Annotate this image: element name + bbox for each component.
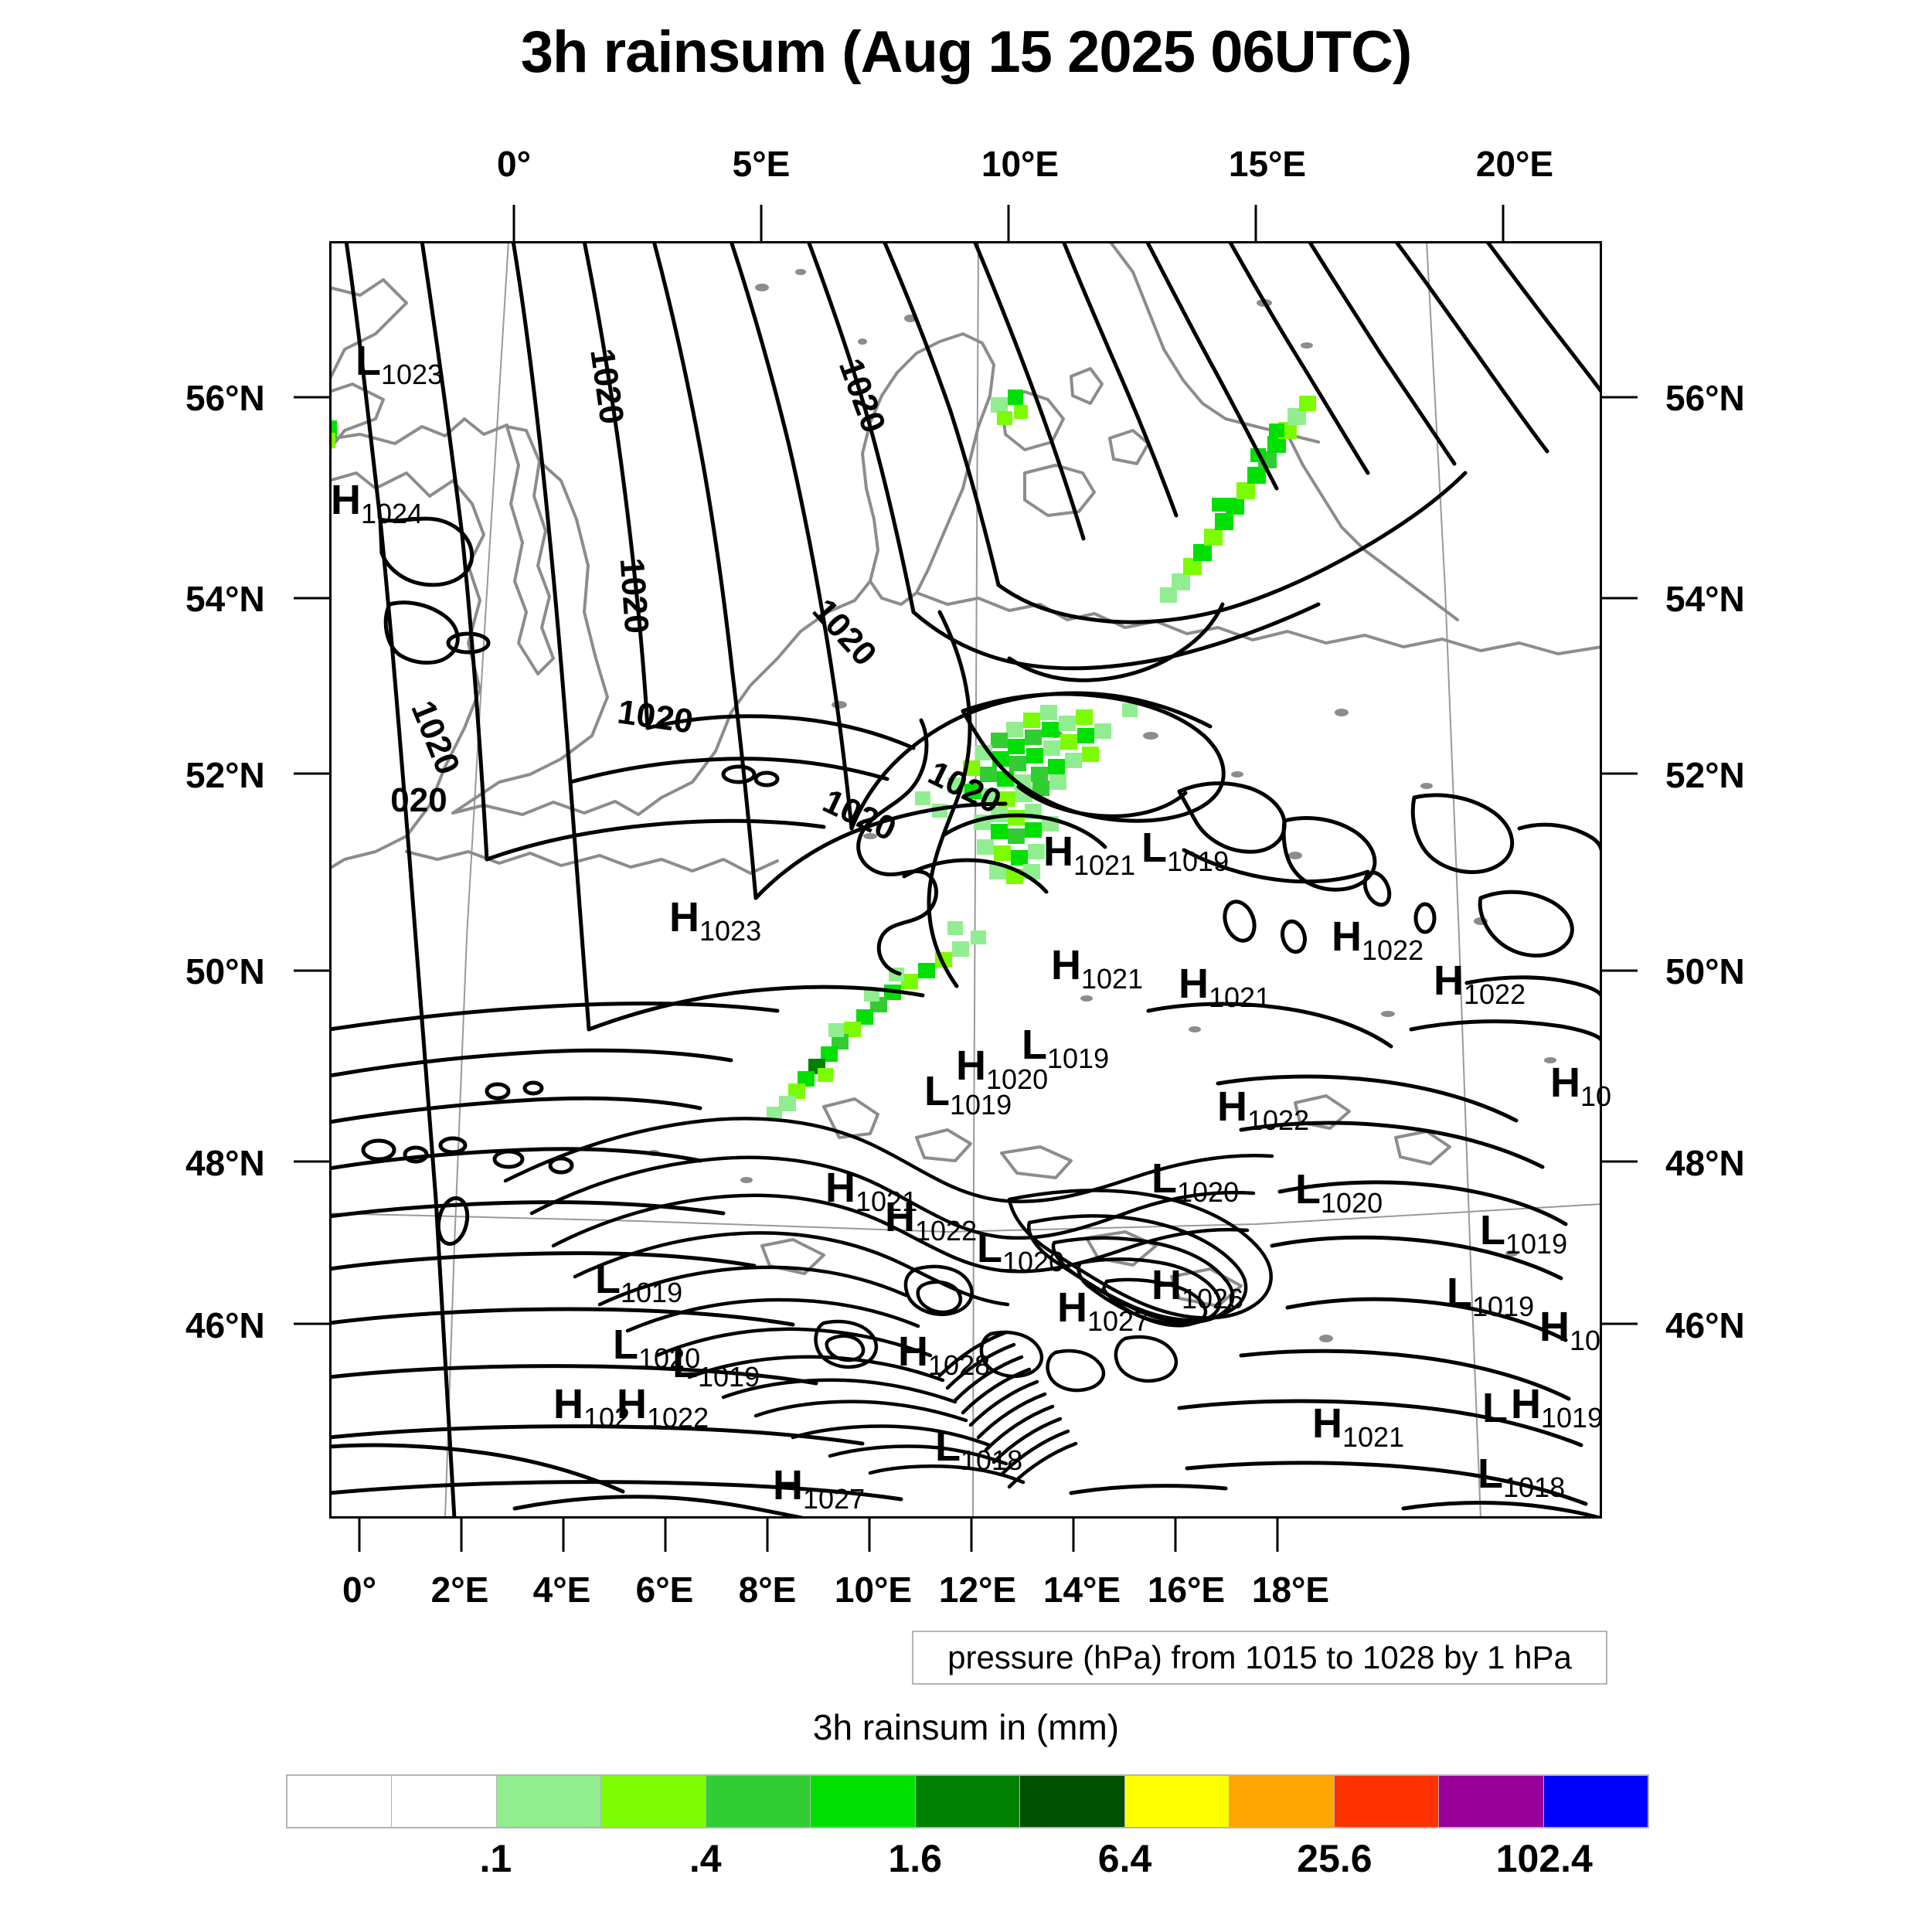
colorbar-cell[interactable] xyxy=(1230,1776,1335,1827)
left-axis-label: 56°N xyxy=(185,378,265,418)
left-axis-label: 52°N xyxy=(185,755,265,795)
colorbar[interactable] xyxy=(286,1774,1649,1828)
pressure-marker-H: H1028 xyxy=(898,1328,991,1381)
pressure-legend-text: pressure (hPa) from 1015 to 1028 by 1 hP… xyxy=(947,1639,1572,1675)
right-axis-label: 54°N xyxy=(1665,579,1745,619)
colorbar-cell[interactable] xyxy=(392,1776,497,1827)
colorbar-cell[interactable] xyxy=(811,1776,916,1827)
colorbar-tick-label: 25.6 xyxy=(1297,1837,1372,1880)
pressure-marker-L: L1023 xyxy=(355,338,444,390)
pressure-marker-H: H1027 xyxy=(773,1462,866,1515)
pressure-marker-L: L1020 xyxy=(977,1225,1065,1277)
pressure-marker-L: L1018 xyxy=(1478,1451,1566,1503)
map-svg: 1020 1020 1024 1020 1020 1020 1020 1020 … xyxy=(329,241,1602,1519)
top-axis-label: 10°E xyxy=(981,144,1060,184)
bottom-axis-label: 10°E xyxy=(834,1570,913,1610)
pressure-marker-L: L1019 xyxy=(672,1340,760,1393)
precipitation-cells xyxy=(329,389,1316,1121)
colorbar-tick-label: 6.4 xyxy=(1097,1837,1152,1880)
pressure-marker-H: H1026 xyxy=(1151,1262,1244,1315)
right-axis-label: 50°N xyxy=(1665,951,1745,992)
colorbar-cell[interactable] xyxy=(1020,1776,1125,1827)
pressure-marker-H: H1022 xyxy=(617,1381,709,1434)
pressure-marker-H: H1020 xyxy=(956,1043,1049,1095)
pressure-marker-H: H10 xyxy=(1539,1304,1601,1356)
left-axis-label: 46°N xyxy=(185,1305,265,1345)
pressure-marker-H: H1022 xyxy=(1332,913,1424,966)
left-axis-label: 54°N xyxy=(185,579,265,619)
colorbar-cell[interactable] xyxy=(1334,1776,1440,1827)
colorbar-cell[interactable] xyxy=(915,1776,1021,1827)
colorbar-cell[interactable] xyxy=(496,1776,602,1827)
pressure-marker-L: L1019 xyxy=(1480,1207,1568,1260)
colorbar-tick-label: .1 xyxy=(479,1837,512,1880)
pressure-marker-L: L1019 xyxy=(1022,1022,1110,1074)
top-axis-label: 20°E xyxy=(1475,144,1554,184)
pressure-marker-H: H1021 xyxy=(825,1165,918,1217)
pressure-marker-H: H1027 xyxy=(1057,1284,1150,1337)
pressure-marker-H: H1022 xyxy=(1217,1083,1310,1136)
pressure-marker-H: H1022 xyxy=(1434,957,1526,1010)
bottom-axis-label: 6°E xyxy=(635,1570,694,1610)
right-axis-label: 56°N xyxy=(1665,378,1745,418)
pressure-marker-H: H1023 xyxy=(669,894,762,947)
pressure-marker-L: L1019 xyxy=(1141,825,1230,877)
right-axis-label: 46°N xyxy=(1665,1305,1745,1345)
pressure-marker-L: L1019 xyxy=(1447,1270,1535,1322)
pressure-marker-H: H102 xyxy=(553,1381,631,1434)
pressure-marker-H: H1021 xyxy=(1179,961,1271,1013)
pressure-marker-H: H10 xyxy=(1550,1060,1612,1112)
page-title: 3h rainsum (Aug 15 2025 06UTC) xyxy=(520,19,1413,85)
top-axis-label: 5°E xyxy=(732,144,791,184)
isobar-contours xyxy=(329,241,1602,1519)
pressure-marker-L: L1018 xyxy=(935,1423,1023,1476)
bottom-axis-label: 18°E xyxy=(1251,1570,1330,1610)
bottom-axis-label: 4°E xyxy=(532,1570,591,1610)
colorbar-ticks: .1 .4 1.6 6.4 25.6 102.4 xyxy=(286,1836,1649,1890)
pressure-marker-H: H1019 xyxy=(1511,1381,1604,1434)
pressure-marker-L: L xyxy=(1482,1385,1508,1431)
contour-label: 1020 xyxy=(613,556,656,634)
bottom-axis-label: 12°E xyxy=(938,1570,1017,1610)
pressure-legend-box: pressure (hPa) from 1015 to 1028 by 1 hP… xyxy=(912,1631,1607,1685)
colorbar-tick-label: 102.4 xyxy=(1495,1837,1593,1880)
contour-label: 020 xyxy=(390,781,447,819)
bottom-axis-label: 2°E xyxy=(430,1570,489,1610)
colorbar-cell[interactable] xyxy=(1543,1776,1648,1827)
colorbar-cell[interactable] xyxy=(1439,1776,1544,1827)
top-axis-label: 15°E xyxy=(1228,144,1307,184)
bottom-axis-label: 14°E xyxy=(1043,1570,1121,1610)
pressure-marker-L: L1020 xyxy=(1151,1155,1240,1208)
pressure-marker-L: L1019 xyxy=(595,1256,683,1308)
colorbar-tick-label: .4 xyxy=(689,1837,722,1880)
bottom-axis-label: 8°E xyxy=(738,1570,797,1610)
pressure-marker-H: H1021 xyxy=(1043,828,1136,881)
bottom-axis-label: 0° xyxy=(342,1570,376,1610)
bottom-axis-label: 16°E xyxy=(1147,1570,1226,1610)
colorbar-cell[interactable] xyxy=(287,1776,393,1827)
pressure-marker-L: L1020 xyxy=(613,1321,701,1374)
weather-map[interactable]: 1020 1020 1024 1020 1020 1020 1020 1020 … xyxy=(329,241,1602,1519)
pressure-marker-L: L1019 xyxy=(924,1068,1012,1121)
pressure-marker-L: L1020 xyxy=(1295,1166,1383,1219)
left-axis-label: 50°N xyxy=(185,951,265,992)
colorbar-cell[interactable] xyxy=(706,1776,811,1827)
colorbar-title: 3h rainsum in (mm) xyxy=(812,1707,1120,1747)
pressure-marker-H: H1021 xyxy=(1051,942,1144,995)
left-axis-label: 48°N xyxy=(185,1143,265,1183)
pressure-marker-H: H1024 xyxy=(331,477,423,529)
colorbar-cell[interactable] xyxy=(1124,1776,1230,1827)
colorbar-tick-label: 1.6 xyxy=(888,1837,942,1880)
right-axis-label: 48°N xyxy=(1665,1143,1745,1183)
pressure-marker-H: H1022 xyxy=(885,1194,978,1247)
pressure-marker-H: H1021 xyxy=(1312,1400,1405,1453)
right-axis-label: 52°N xyxy=(1665,755,1745,795)
colorbar-cell[interactable] xyxy=(601,1776,706,1827)
top-axis-label: 0° xyxy=(497,144,531,184)
